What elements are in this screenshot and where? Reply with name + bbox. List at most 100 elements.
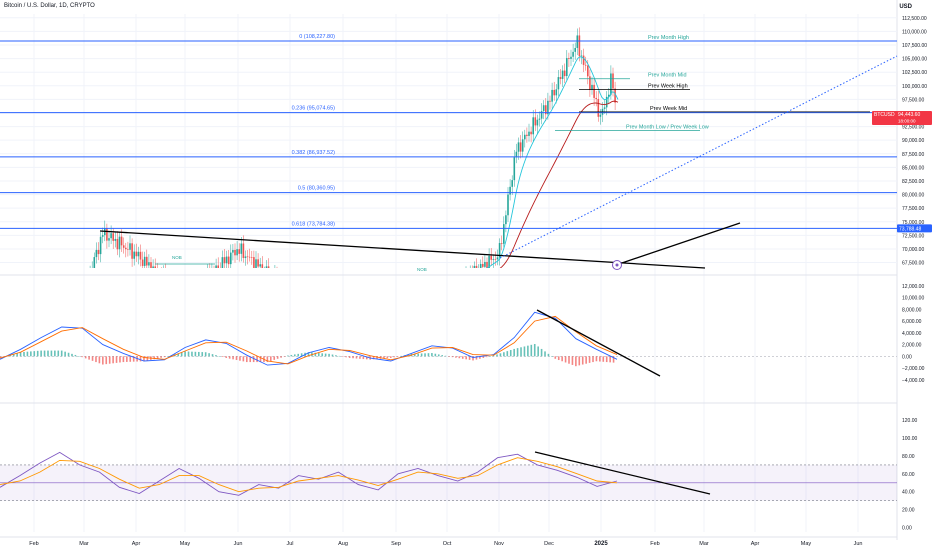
candle-body (163, 271, 165, 282)
candle-body (192, 289, 194, 295)
macd-histogram-bar (489, 356, 491, 357)
signal-line (0, 315, 618, 365)
rsi-line (0, 451, 618, 496)
macd-tick-label: 6,000.00 (902, 319, 922, 325)
macd-histogram-bar (455, 356, 457, 358)
macd-histogram-bar (40, 350, 42, 357)
candle-body (211, 271, 213, 282)
macd-histogram-bar (561, 356, 563, 362)
candle-body (511, 180, 513, 187)
macd-histogram-bar (383, 356, 385, 359)
price-axis[interactable]: 112,500.00 110,000.00 107,500.00 105,000.00… (872, 16, 932, 532)
candle-body (379, 303, 381, 313)
last-price-value: 94,443.60 (898, 112, 920, 118)
macd-histogram-bar (551, 356, 553, 357)
macd-tick-label: 4,000.00 (902, 331, 922, 337)
x-tick-label: Nov (494, 541, 504, 547)
macd-tick-label: 2,000.00 (902, 343, 922, 349)
candle-body (190, 289, 192, 295)
macd-histogram-bar (612, 356, 615, 363)
macd-histogram-bar (256, 356, 258, 363)
macd-histogram-bar (232, 356, 234, 360)
candle-body (141, 259, 144, 266)
candle-body (475, 265, 478, 268)
macd-histogram-bar (215, 355, 217, 357)
macd-histogram-bar (465, 356, 467, 360)
price-level-label: Prev Week High (648, 84, 688, 90)
macd-histogram-bar (578, 356, 581, 366)
candle-body (182, 291, 184, 295)
candle-body (91, 269, 93, 273)
candle-body (257, 259, 259, 267)
macd-histogram-bar (208, 353, 210, 357)
rsi-tick-label: 60.00 (902, 472, 915, 478)
macd-histogram-bar (88, 356, 90, 360)
macd-histogram-bar (112, 356, 114, 364)
macd-histogram-bar (523, 346, 526, 357)
candle-body (524, 134, 526, 140)
rsi-tick-label: 0.00 (902, 526, 912, 532)
nob-label: NOB (172, 255, 182, 260)
macd-histogram-bar (585, 356, 587, 364)
macd-pane[interactable] (0, 309, 897, 377)
fib-level-label: 0 (108,227.80) (299, 34, 335, 40)
candle-body (566, 58, 568, 77)
ema-fast-line (486, 56, 619, 268)
macd-histogram-bar (115, 356, 118, 363)
candle-body (325, 306, 327, 308)
candle-body (559, 77, 562, 79)
candle-body (253, 257, 255, 268)
candle-body (404, 304, 406, 306)
candle-body (209, 270, 211, 282)
trendline-ascending (615, 222, 741, 266)
candle-body (438, 293, 440, 296)
macd-histogram-bar (228, 356, 231, 359)
candle-body (492, 258, 495, 260)
macd-histogram-bar (348, 356, 351, 358)
macd-histogram-bar (78, 356, 80, 357)
price-tick-label: 92,500.00 (902, 125, 924, 131)
rsi-tick-label: 100.00 (902, 436, 918, 442)
fib-level-label: 0.618 (73,784.38) (292, 221, 336, 227)
macd-histogram-bar (50, 350, 53, 357)
macd-histogram-bar (376, 356, 378, 360)
candle-body (131, 243, 133, 259)
rsi-pane[interactable] (0, 451, 897, 501)
candle-body (599, 114, 602, 117)
rsi-tick-label: 80.00 (902, 454, 915, 460)
macd-histogram-bar (26, 351, 29, 357)
x-tick-label: Mar (699, 541, 709, 547)
price-tick-label: 105,000.00 (902, 57, 927, 63)
candle-body (589, 76, 591, 90)
macd-tick-label: 12,000.00 (902, 284, 924, 290)
candle-body (415, 302, 417, 303)
time-axis[interactable]: Feb Mar Apr May Jun Jul Aug Sep Oct Nov Dec 2025 Feb… (29, 541, 862, 547)
candle-body (555, 89, 558, 96)
candle-body (122, 245, 125, 248)
candle-body (180, 288, 182, 295)
anchor-handle-dot (615, 263, 619, 267)
macd-histogram-bar (431, 353, 433, 357)
candle-body (152, 266, 154, 268)
candle-body (318, 297, 320, 307)
macd-divergence-trendline (536, 309, 661, 377)
candle-body (430, 292, 432, 302)
candle-body (125, 247, 127, 250)
macd-histogram-bar (297, 353, 300, 357)
currency-label: USD (899, 4, 912, 10)
macd-histogram-bar (595, 356, 598, 362)
chart-title: Bitcoin / U.S. Dollar, 1D, CRYPTO (4, 3, 95, 9)
candle-body (383, 309, 385, 315)
macd-histogram-bar (64, 351, 66, 357)
macd-histogram-bar (571, 356, 574, 365)
candle-body (278, 282, 280, 287)
macd-histogram-bar (19, 352, 22, 357)
candle-body (490, 255, 492, 260)
macd-histogram-bar (105, 356, 108, 365)
candle-body (473, 265, 476, 268)
macd-tick-label: −4,000.00 (902, 378, 925, 384)
macd-histogram-bar (557, 356, 560, 361)
price-tick-label: 80,000.00 (902, 193, 924, 199)
price-pane[interactable]: 0 (108,227.80) 0.236 (95,074.65) 0.382 (86… (0, 27, 898, 327)
